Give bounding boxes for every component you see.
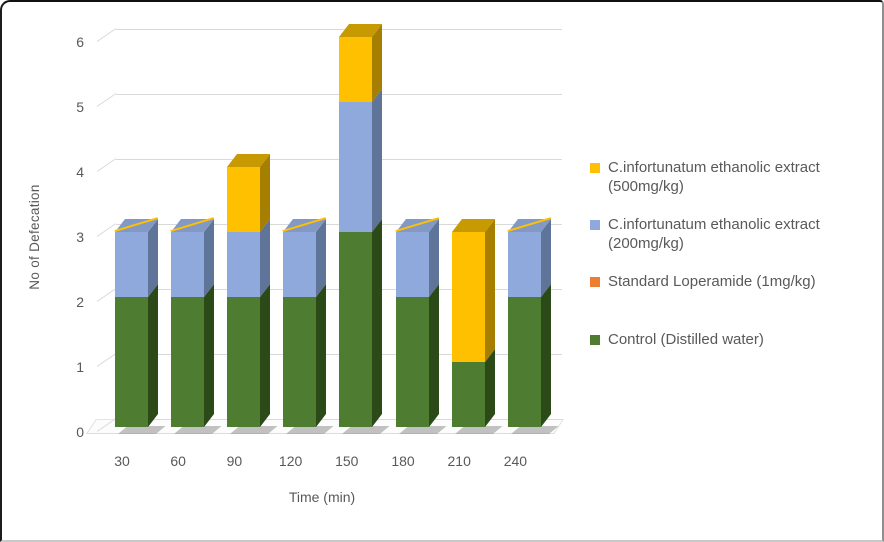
x-tick-label: 210 — [447, 453, 471, 469]
bar-segment-side — [372, 24, 383, 102]
bar-segment-front — [451, 362, 485, 427]
gridline-perspective-tick — [96, 223, 117, 237]
legend-item-extract-500: C.infortunatum ethanolic extract (500mg/… — [590, 158, 882, 196]
y-tick-label: 6 — [76, 34, 84, 50]
legend-marker-loperamide — [590, 277, 600, 287]
gridline — [116, 224, 562, 225]
bar-segment-side — [540, 284, 551, 427]
bar-segment-side — [540, 219, 551, 297]
x-axis-title: Time (min) — [288, 489, 356, 505]
bar-segment-front — [114, 232, 148, 297]
legend-label: C.infortunatum ethanolic extract (200mg/… — [608, 216, 820, 252]
x-tick-label: 150 — [335, 453, 359, 469]
y-tick-label: 5 — [76, 99, 84, 115]
bar-segment-front — [451, 232, 485, 362]
x-tick-label: 30 — [114, 453, 130, 469]
legend-item-extract-200: C.infortunatum ethanolic extract (200mg/… — [590, 215, 882, 253]
bar-segment-front — [507, 232, 541, 297]
bar-segment-side — [372, 219, 383, 427]
legend-marker-control — [590, 335, 600, 345]
y-tick-label: 4 — [76, 164, 84, 180]
legend-marker-extract-200 — [590, 220, 600, 230]
x-tick-label: 60 — [170, 453, 186, 469]
bar-segment-side — [372, 89, 383, 232]
gridline-perspective-tick — [96, 28, 117, 42]
gridline-perspective-tick — [96, 158, 117, 172]
y-tick-label: 2 — [76, 294, 84, 310]
gridline — [116, 419, 562, 420]
bar-segment-side — [316, 219, 327, 297]
x-tick-label: 90 — [226, 453, 243, 469]
legend-label: Control (Distilled water) — [608, 331, 764, 348]
gridline — [116, 354, 562, 355]
bar-segment-front — [170, 232, 204, 297]
bar-segment-front — [170, 297, 204, 427]
x-tick-label: 240 — [503, 453, 528, 469]
bar-segment-side — [147, 284, 158, 427]
gridline — [116, 289, 562, 290]
bar-segment-front — [226, 232, 260, 297]
bar-segment-front — [339, 37, 373, 102]
bar-segment-front — [339, 232, 373, 427]
gridline-perspective-tick — [96, 93, 117, 107]
gridline — [116, 29, 562, 30]
bar-segment-front — [226, 167, 260, 232]
gridline-perspective-tick — [96, 353, 117, 367]
bar-segment-side — [259, 284, 270, 427]
bar-segment-side — [203, 284, 214, 427]
legend-label: C.infortunatum ethanolic extract (500mg/… — [608, 159, 820, 195]
gridline — [116, 94, 562, 95]
bar-segment-front — [283, 232, 317, 297]
bar-segment-front — [339, 102, 373, 232]
gridline-perspective-tick — [96, 288, 117, 302]
y-tick-label: 3 — [76, 229, 84, 245]
bar-segment-side — [316, 284, 327, 427]
legend-item-control: Control (Distilled water) — [590, 330, 882, 349]
bar-segment-side — [484, 219, 495, 362]
bar-segment-front — [226, 297, 260, 427]
bar-segment-front — [395, 232, 429, 297]
bar-segment-side — [259, 154, 270, 232]
y-tick-label: 0 — [76, 424, 84, 440]
y-tick-label: 1 — [76, 359, 84, 375]
bar-segment-front — [395, 297, 429, 427]
legend-label: Standard Loperamide (1mg/kg) — [608, 273, 816, 290]
x-tick-label: 120 — [278, 453, 303, 469]
bar-segment-side — [484, 349, 495, 427]
x-tick-label: 180 — [391, 453, 415, 469]
legend-item-loperamide: Standard Loperamide (1mg/kg) — [590, 272, 882, 291]
legend-marker-extract-500 — [590, 163, 600, 173]
bar-segment-side — [259, 219, 270, 297]
bar-segment-side — [203, 219, 214, 297]
bar-segment-front — [114, 297, 148, 427]
bar-segment-front — [283, 297, 317, 427]
gridline — [116, 159, 562, 160]
bar-segment-front — [507, 297, 541, 427]
bar-segment-side — [428, 284, 439, 427]
legend: C.infortunatum ethanolic extract (500mg/… — [590, 158, 882, 368]
